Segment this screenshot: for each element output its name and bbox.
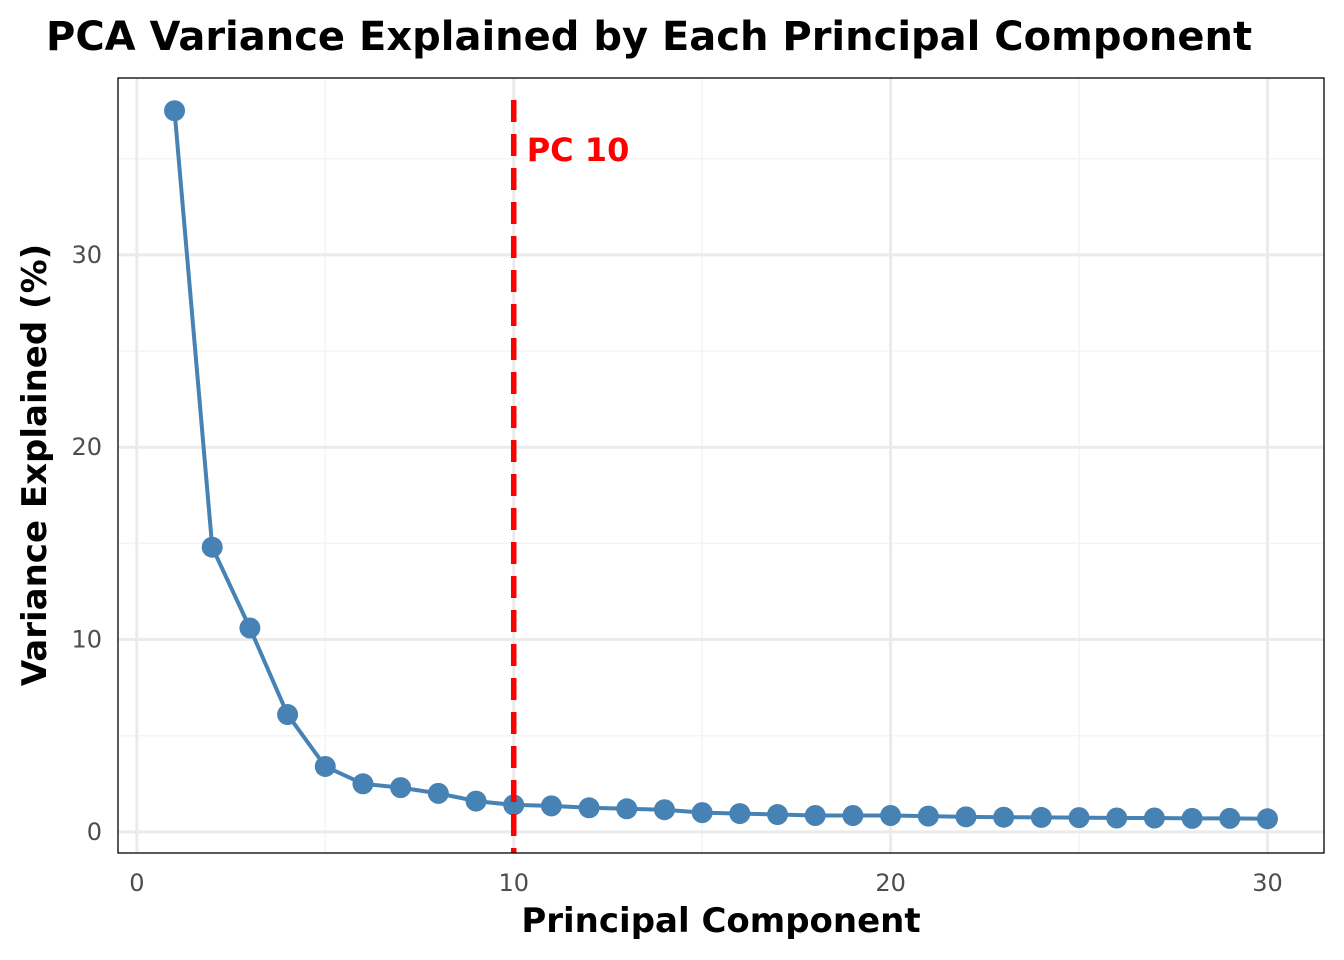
data-point: [1143, 807, 1165, 829]
reference-vline-label: PC 10: [527, 131, 630, 169]
data-point: [277, 704, 299, 726]
data-point: [842, 805, 864, 826]
chart-title: PCA Variance Explained by Each Principal…: [46, 14, 1252, 60]
x-tick-label: 20: [875, 869, 906, 897]
x-axis-title: Principal Component: [521, 901, 920, 941]
y-axis-ticks: 0 10 20 30: [71, 241, 102, 846]
y-axis-title: Variance Explained (%): [15, 244, 55, 686]
data-point: [767, 804, 789, 826]
data-point: [804, 805, 826, 826]
data-point: [880, 805, 902, 826]
data-marks: PC 10: [164, 100, 1278, 853]
data-point: [1030, 806, 1052, 828]
data-point: [201, 536, 223, 558]
y-tick-label: 20: [71, 433, 102, 461]
x-axis-ticks: 0 10 20 30: [129, 869, 1283, 897]
data-point: [653, 799, 675, 821]
data-point: [616, 798, 638, 820]
data-point: [1181, 807, 1203, 829]
data-point: [164, 100, 186, 122]
data-point: [578, 797, 600, 819]
x-tick-label: 30: [1252, 869, 1283, 897]
data-point: [465, 790, 487, 812]
data-point: [390, 777, 412, 799]
data-point: [239, 617, 261, 639]
y-tick-label: 30: [71, 241, 102, 269]
data-point: [993, 806, 1015, 828]
data-point: [540, 795, 562, 817]
data-point: [1256, 808, 1278, 830]
data-point: [352, 773, 374, 795]
data-point: [1068, 807, 1090, 829]
y-tick-label: 0: [87, 818, 102, 846]
x-tick-label: 0: [129, 869, 144, 897]
data-point: [314, 755, 336, 777]
series-line: [172, 110, 1268, 821]
data-point: [503, 794, 525, 816]
data-point: [691, 802, 713, 824]
data-point: [1219, 807, 1241, 829]
data-point: [1106, 807, 1128, 829]
y-tick-label: 10: [71, 626, 102, 654]
data-point: [427, 782, 449, 804]
x-tick-label: 10: [498, 869, 529, 897]
plot-panel-border: [117, 77, 1325, 854]
data-point: [729, 803, 751, 825]
grid-lines: [118, 78, 1324, 853]
data-point: [955, 806, 977, 828]
data-point: [917, 805, 939, 827]
